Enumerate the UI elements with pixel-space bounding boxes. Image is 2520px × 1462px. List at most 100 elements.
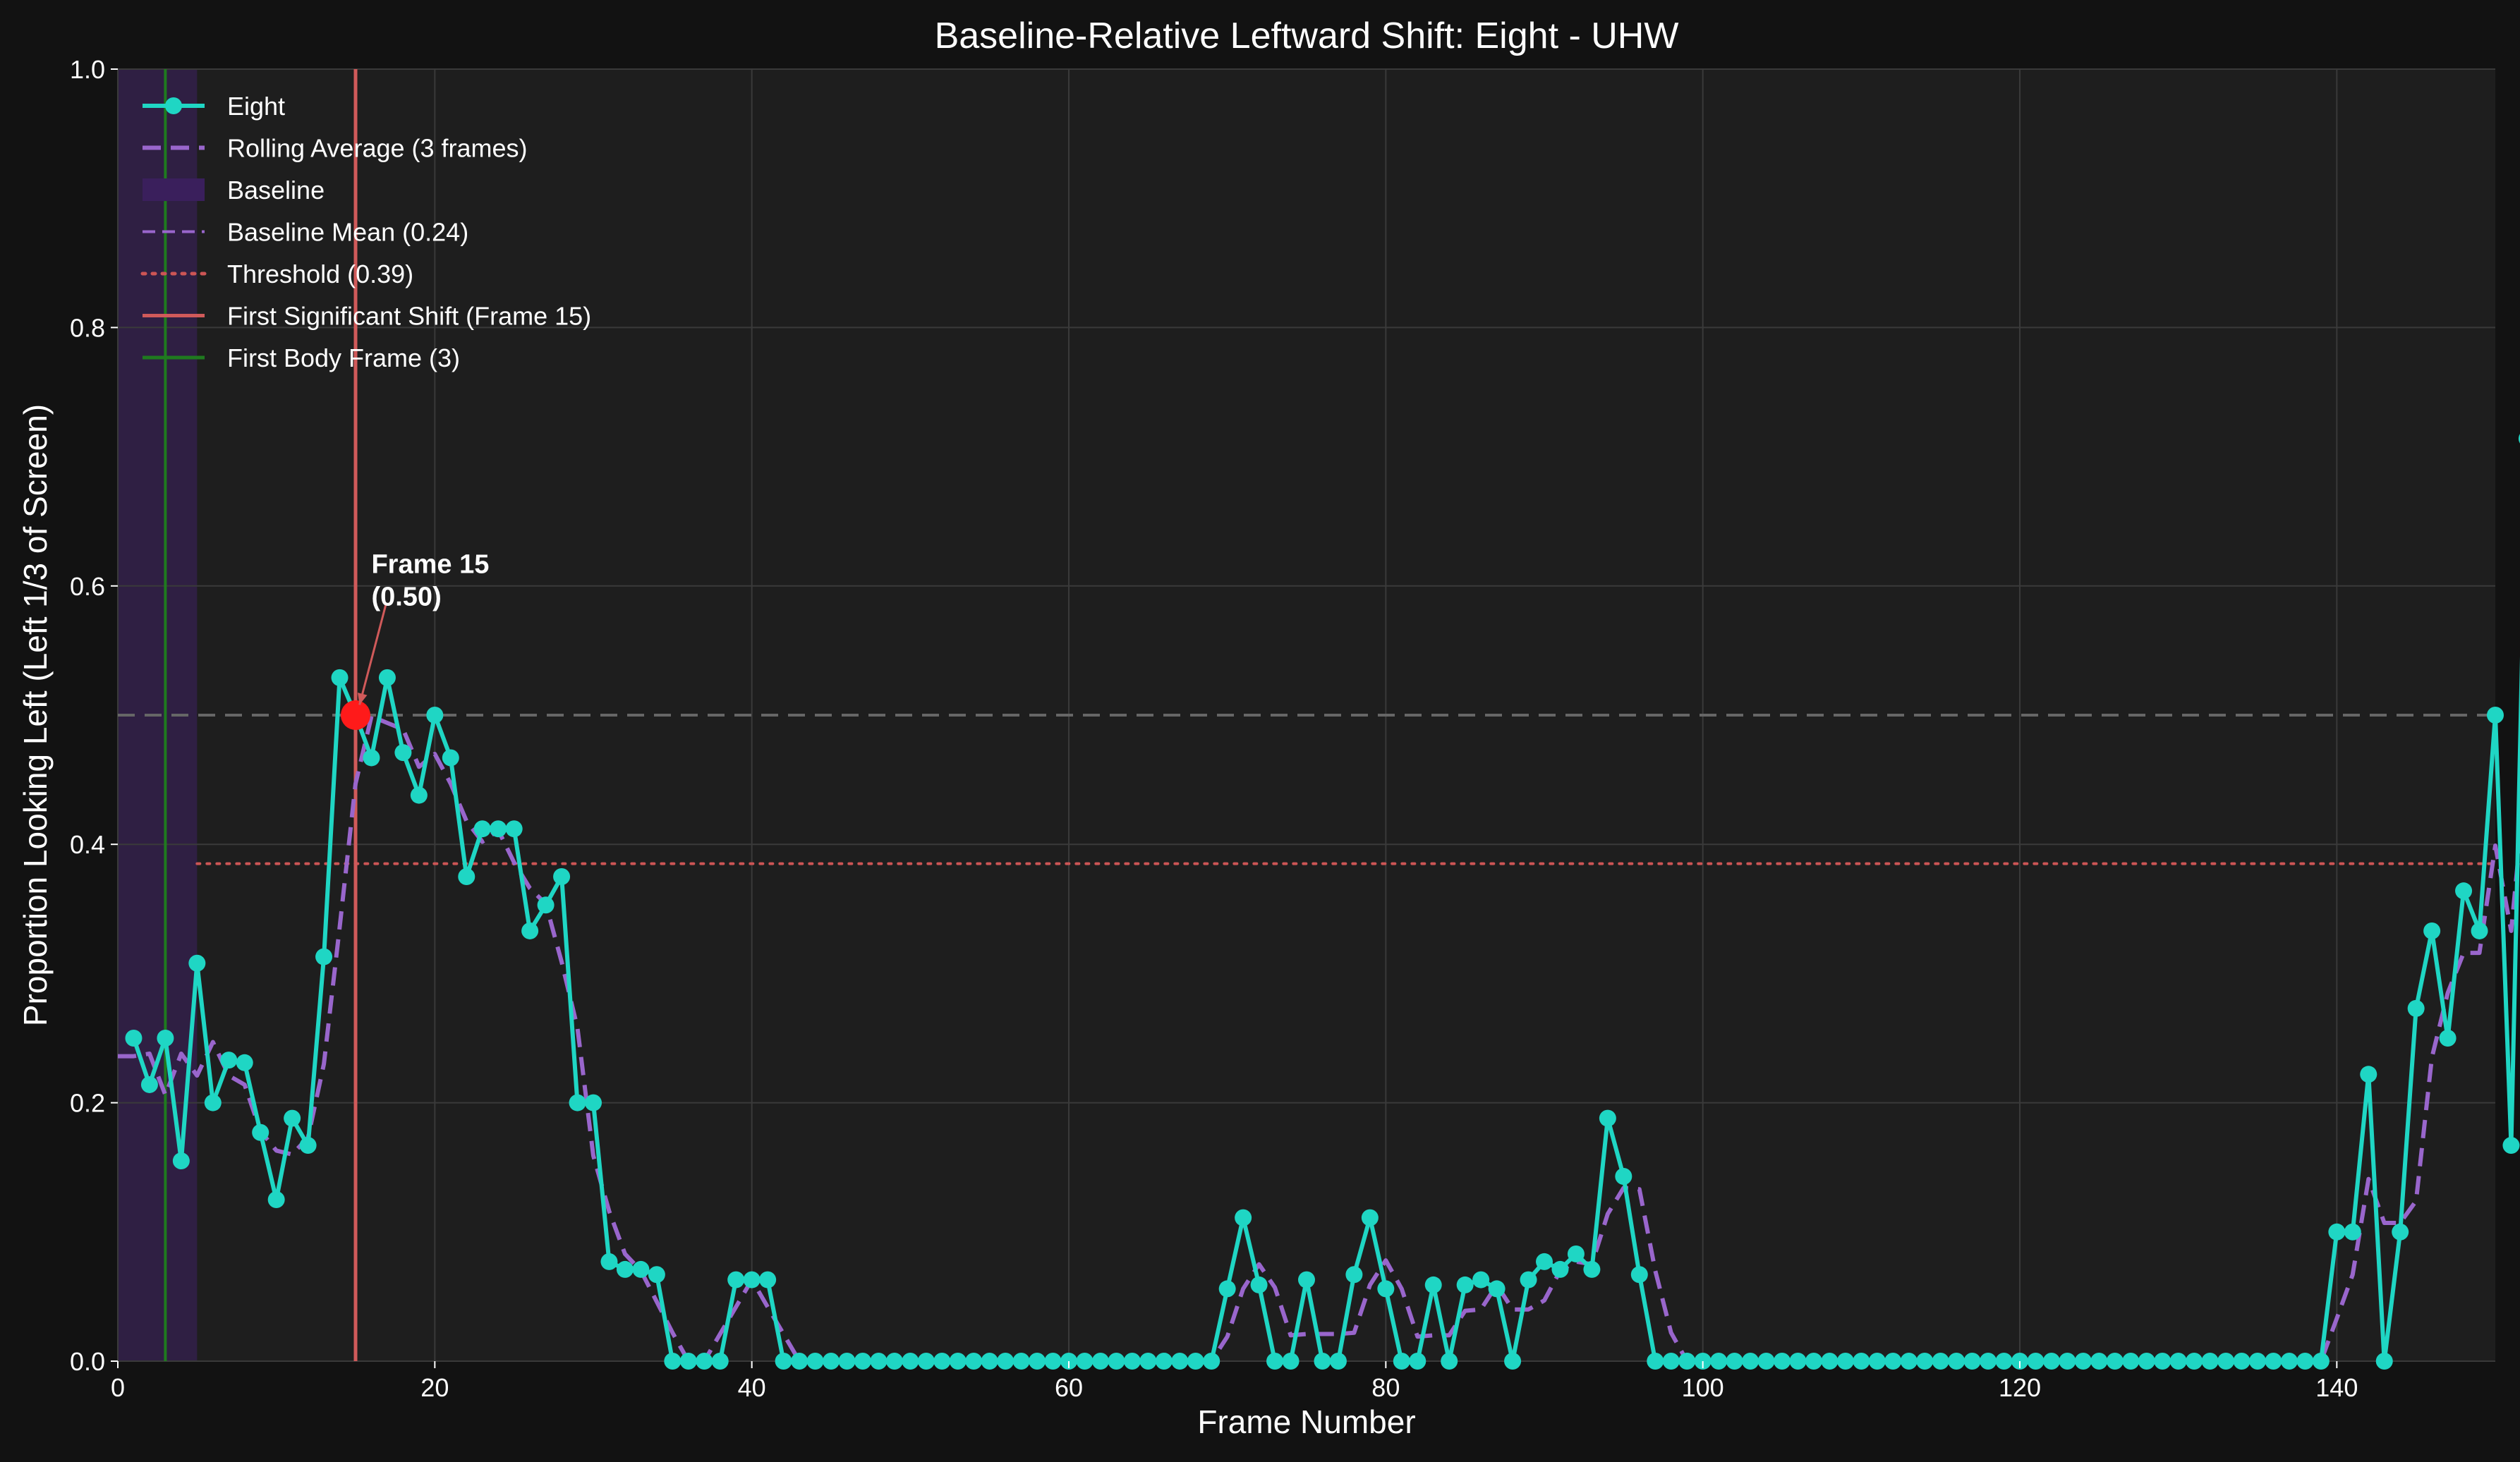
eight-data-point	[1203, 1353, 1220, 1370]
eight-data-point	[679, 1353, 697, 1370]
axes-layer: 0 20 40 60 80 100 120 140 0.0 0.2 0.4 0.6 0.8 1.0	[70, 55, 2358, 1402]
eight-data-point	[2518, 434, 2520, 444]
eight-data-point	[537, 896, 555, 914]
eight-data-point	[2233, 1353, 2251, 1370]
annotation-arrowhead	[357, 693, 368, 705]
eight-data-point	[1980, 1353, 1997, 1370]
eight-data-point	[1155, 1353, 1173, 1370]
eight-data-point	[2296, 1353, 2314, 1370]
eight-data-point	[284, 1109, 301, 1127]
eight-data-point	[1948, 1353, 1965, 1370]
eight-data-point	[585, 1094, 602, 1111]
eight-data-point	[917, 1353, 935, 1370]
eight-data-point	[838, 1353, 856, 1370]
legend-label: Rolling Average (3 frames)	[227, 134, 528, 163]
x-tick-label: 20	[420, 1373, 449, 1402]
eight-data-point	[220, 1052, 238, 1069]
eight-data-point	[1250, 1276, 1268, 1293]
legend-label: First Significant Shift (Frame 15)	[227, 302, 591, 331]
eight-data-point	[1551, 1260, 1569, 1278]
eight-data-point	[2375, 1353, 2393, 1370]
eight-data-point	[648, 1266, 665, 1284]
eight-data-point	[727, 1271, 745, 1289]
eight-data-point	[2186, 1353, 2203, 1370]
eight-data-point	[1995, 1353, 2013, 1370]
annotation-frame-label: Frame 15	[371, 549, 489, 579]
eight-data-point	[1139, 1353, 1157, 1370]
eight-data-point	[600, 1253, 618, 1270]
eight-data-point	[458, 868, 475, 885]
eight-data-point	[1472, 1271, 1490, 1289]
y-axis-label: Proportion Looking Left (Left 1/3 of Scr…	[17, 404, 54, 1026]
eight-data-point	[870, 1353, 888, 1370]
eight-data-point	[1805, 1353, 1822, 1370]
eight-data-point	[1314, 1353, 1331, 1370]
x-tick-label: 140	[2315, 1373, 2358, 1402]
eight-data-point	[1424, 1276, 1442, 1293]
eight-data-point	[1345, 1266, 1363, 1284]
eight-data-point	[1647, 1353, 1664, 1370]
eight-data-point	[1044, 1353, 1062, 1370]
eight-data-point	[1091, 1353, 1109, 1370]
eight-data-point	[1583, 1260, 1601, 1278]
eight-data-point	[1329, 1353, 1347, 1370]
eight-data-point	[2106, 1353, 2124, 1370]
eight-data-point	[1456, 1276, 1474, 1293]
eight-data-point	[2059, 1353, 2076, 1370]
eight-data-point	[2487, 707, 2504, 724]
legend-swatch-eight-marker	[165, 97, 182, 114]
annotation-value-label: (0.50)	[371, 582, 441, 611]
eight-data-point	[632, 1260, 650, 1278]
eight-data-point	[1599, 1109, 1616, 1127]
eight-data-point	[2392, 1223, 2409, 1241]
eight-data-point	[2074, 1353, 2092, 1370]
eight-data-point	[204, 1094, 222, 1111]
eight-data-point	[885, 1353, 903, 1370]
y-tick-label: 0.4	[70, 830, 105, 859]
eight-data-point	[2280, 1353, 2298, 1370]
eight-data-point	[1757, 1353, 1775, 1370]
eight-data-point	[1029, 1353, 1046, 1370]
y-tick-label: 0.0	[70, 1347, 105, 1376]
eight-data-point	[2312, 1353, 2330, 1370]
eight-data-point	[2344, 1223, 2361, 1241]
eight-data-point	[1742, 1353, 1759, 1370]
legend: Eight Rolling Average (3 frames) Baseline B…	[140, 92, 591, 372]
eight-data-point	[997, 1353, 1014, 1370]
eight-data-point	[664, 1353, 682, 1370]
eight-data-point	[823, 1353, 840, 1370]
eight-data-point	[331, 669, 349, 686]
eight-data-point	[949, 1353, 967, 1370]
eight-data-point	[1630, 1266, 1648, 1284]
eight-data-point	[1789, 1353, 1807, 1370]
eight-data-point	[1662, 1353, 1680, 1370]
eight-data-point	[1393, 1353, 1410, 1370]
eight-data-point	[363, 749, 380, 767]
x-tick-label: 80	[1371, 1373, 1400, 1402]
eight-data-point	[157, 1030, 174, 1047]
eight-data-point	[2249, 1353, 2266, 1370]
legend-label: First Body Frame (3)	[227, 343, 460, 372]
eight-data-point	[1520, 1271, 1537, 1289]
eight-data-point	[1932, 1353, 1949, 1370]
x-tick-label: 40	[738, 1373, 766, 1402]
eight-data-point	[1377, 1280, 1395, 1298]
annotation-layer: Frame 15 (0.50)	[357, 549, 489, 705]
legend-swatch-baseline	[143, 178, 205, 201]
x-tick-label: 120	[1999, 1373, 2041, 1402]
eight-data-point	[410, 786, 428, 804]
eight-data-point	[1836, 1353, 1854, 1370]
y-tick-label: 1.0	[70, 55, 105, 84]
legend-label: Baseline	[227, 176, 325, 205]
eight-data-point	[1012, 1353, 1030, 1370]
eight-data-point	[1536, 1253, 1553, 1270]
eight-data-point	[394, 744, 412, 762]
eight-data-point	[2471, 922, 2488, 939]
x-tick-label: 60	[1055, 1373, 1083, 1402]
eight-data-point	[252, 1123, 269, 1141]
eight-data-point	[2201, 1353, 2219, 1370]
eight-data-point	[1409, 1353, 1426, 1370]
eight-data-point	[2217, 1353, 2235, 1370]
eight-data-point	[1821, 1353, 1838, 1370]
eight-data-point	[1678, 1353, 1696, 1370]
